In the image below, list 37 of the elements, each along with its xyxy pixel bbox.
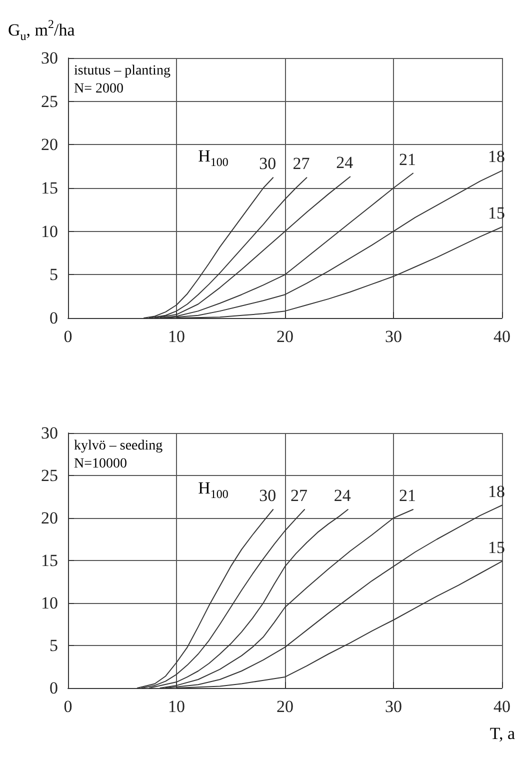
series-label: 24	[334, 486, 352, 505]
annotation: istutus – planting	[74, 64, 170, 78]
y-tick-label: 5	[50, 636, 58, 655]
x-tick-label: 0	[64, 327, 72, 346]
annotation: N= 2000	[74, 82, 124, 96]
y-tick-label: 15	[41, 551, 58, 570]
x-tick-label: 30	[385, 327, 402, 346]
series-label: 30	[259, 154, 276, 174]
y-tick-label: 30	[41, 424, 58, 442]
y-tick-label: 0	[50, 678, 58, 698]
series-label: 27	[292, 154, 310, 174]
x-tick-label: 0	[64, 697, 72, 716]
y-tick-label: 30	[41, 48, 58, 68]
series-label: 27	[290, 486, 308, 505]
x-tick-label: 30	[385, 697, 402, 716]
y-tick-label: 5	[50, 265, 58, 284]
x-tick-label: 20	[276, 697, 294, 716]
series-label: 24	[336, 153, 354, 172]
x-tick-label: 10	[168, 697, 185, 716]
y-tick-label: 25	[41, 92, 58, 111]
annotation: N=10000	[74, 456, 128, 472]
x-tick-label: 40	[494, 697, 510, 716]
series-label: 21	[399, 150, 416, 169]
x-tick-label: 40	[494, 327, 510, 346]
y-tick-label: 25	[41, 466, 58, 485]
y-tick-label: 20	[41, 508, 58, 528]
y-tick-label: 10	[41, 594, 58, 612]
y-tick-label: 15	[41, 178, 58, 198]
series-label: 30	[259, 486, 276, 505]
x-axis-title: T, a	[490, 724, 516, 743]
y-tick-label: 10	[41, 222, 58, 241]
x-tick-label: 20	[276, 327, 294, 346]
x-tick-label: 10	[168, 327, 185, 346]
series-label: 21	[399, 486, 416, 505]
y-tick-label: 20	[41, 135, 58, 154]
annotation: kylvö – seeding	[74, 438, 163, 454]
y-tick-label: 0	[50, 308, 58, 328]
